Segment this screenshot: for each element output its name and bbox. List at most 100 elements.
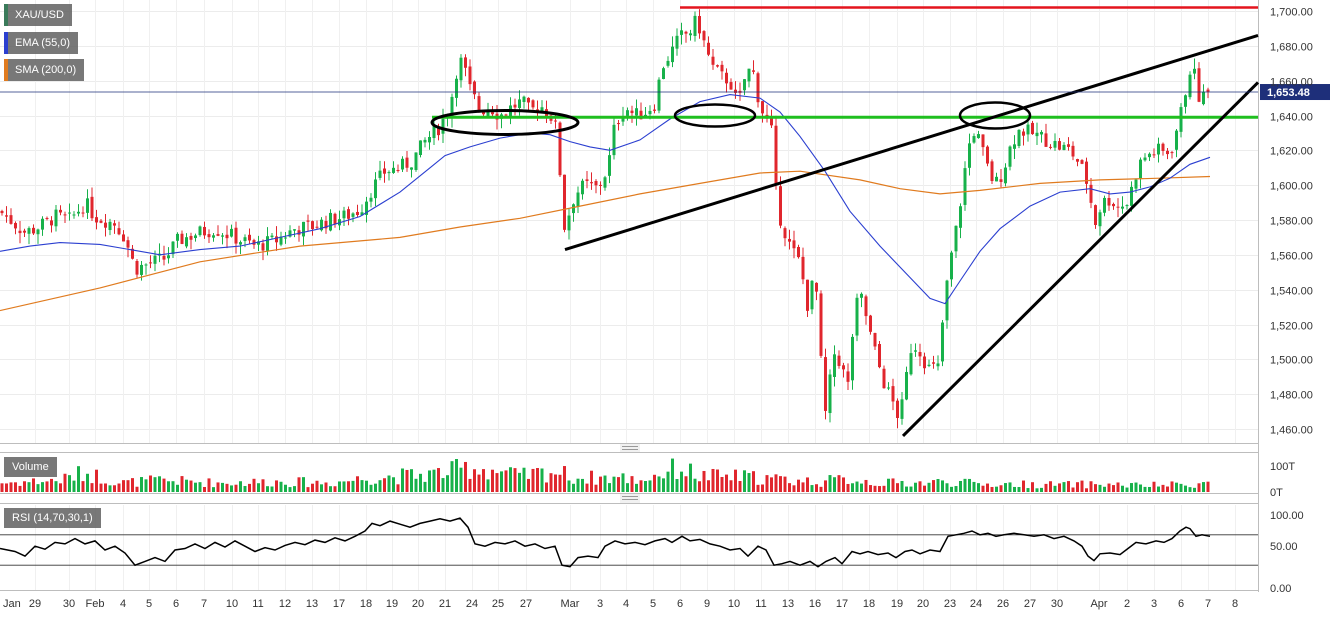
volume-bar <box>468 478 472 492</box>
candle-body <box>360 212 364 216</box>
volume-bar <box>324 482 328 492</box>
ema-legend[interactable]: EMA (55,0) <box>4 32 79 54</box>
last-price-label: 1,653.48 <box>1267 87 1310 99</box>
volume-bar <box>878 486 881 492</box>
price-pane[interactable] <box>0 0 1258 443</box>
volume-bar <box>1008 482 1012 492</box>
volume-bar <box>27 482 31 492</box>
volume-bar <box>378 480 382 492</box>
volume-bar <box>131 478 134 492</box>
time-tick-label: 4 <box>120 598 126 610</box>
candle-body <box>86 198 89 213</box>
time-tick-label: 6 <box>677 598 683 610</box>
candle-body <box>711 56 715 65</box>
candle-body <box>725 72 728 84</box>
volume-bar <box>837 475 841 492</box>
candle-body <box>81 212 85 214</box>
rsi-legend[interactable]: RSI (14,70,30,1) <box>4 508 101 528</box>
candle-body <box>905 371 908 400</box>
candle-body <box>1112 203 1115 207</box>
volume-bar <box>243 486 247 492</box>
candle-body <box>666 60 670 66</box>
candle-body <box>522 96 526 102</box>
candle-body <box>653 109 656 111</box>
volume-bar <box>855 481 859 492</box>
volume-bar <box>302 477 305 492</box>
candle-body <box>333 213 337 225</box>
candle-body <box>243 237 247 242</box>
candle-body <box>1175 130 1178 150</box>
volume-bar <box>482 469 485 492</box>
candle-body <box>594 181 598 186</box>
volume-bar <box>747 473 751 492</box>
volume-bar <box>1157 486 1160 492</box>
volume-bar <box>279 481 283 492</box>
candle-body <box>1067 144 1070 147</box>
volume-bar <box>882 485 886 492</box>
volume-bar <box>1026 488 1030 492</box>
volume-bar <box>50 478 53 492</box>
candle-body <box>734 89 737 93</box>
candle-body <box>464 57 467 68</box>
time-tick-label: Apr <box>1090 598 1107 610</box>
candle-body <box>621 116 625 122</box>
volume-bar <box>612 476 616 492</box>
volume-bar <box>1062 482 1066 492</box>
volume-bar <box>405 469 409 492</box>
candle-body <box>428 137 431 143</box>
candle-body <box>684 31 688 34</box>
volume-bar <box>104 483 107 492</box>
price-tick-label: 1,520.00 <box>1270 321 1313 333</box>
volume-resize-handle[interactable] <box>620 444 640 452</box>
candle-body <box>1008 146 1012 167</box>
candle-body <box>819 293 823 356</box>
candle-body <box>1143 157 1147 161</box>
volume-bar <box>644 481 647 492</box>
candle-body <box>774 125 778 184</box>
volume-bar <box>567 480 571 492</box>
candle-body <box>131 248 134 259</box>
volume-bar <box>59 483 62 492</box>
candle-body <box>248 234 251 241</box>
candle-body <box>761 101 764 114</box>
volume-bar <box>347 481 350 492</box>
volume-bar <box>185 479 188 492</box>
rsi-pane[interactable] <box>0 505 1258 590</box>
price-tick-label: 1,480.00 <box>1270 390 1313 402</box>
symbol-legend[interactable]: XAU/USD <box>4 4 72 26</box>
sma-legend[interactable]: SMA (200,0) <box>4 59 85 81</box>
candle-body <box>689 33 692 36</box>
time-tick-label: 27 <box>1024 598 1036 610</box>
time-tick-label: 7 <box>201 598 207 610</box>
candle-body <box>5 215 8 217</box>
volume-bar <box>122 480 125 492</box>
candle-body <box>1157 143 1160 155</box>
volume-bar <box>653 474 656 492</box>
volume-bar <box>1004 483 1007 492</box>
candle-body <box>95 217 98 223</box>
price-tick-label: 1,560.00 <box>1270 251 1313 263</box>
volume-bar <box>594 484 598 492</box>
volume-bar <box>558 474 562 492</box>
rsi-resize-handle[interactable] <box>620 494 640 503</box>
volume-bar <box>657 476 661 492</box>
candle-body <box>378 170 382 178</box>
candle-body <box>68 212 71 214</box>
candle-body <box>288 230 292 237</box>
candle-body <box>293 229 296 231</box>
candle-body <box>14 222 17 229</box>
price-tick-label: 1,620.00 <box>1270 146 1313 158</box>
candle-body <box>900 399 904 419</box>
volume-legend[interactable]: Volume <box>4 457 57 477</box>
candle-body <box>207 234 211 238</box>
volume-bar <box>752 471 755 492</box>
candle-body <box>1089 184 1093 203</box>
volume-bar <box>576 478 580 492</box>
volume-bar <box>954 486 958 492</box>
candle-body <box>266 236 269 251</box>
candle-body <box>410 167 413 170</box>
volume-bar <box>1040 487 1043 492</box>
volume-bar <box>675 479 679 492</box>
candle-body <box>590 182 593 184</box>
